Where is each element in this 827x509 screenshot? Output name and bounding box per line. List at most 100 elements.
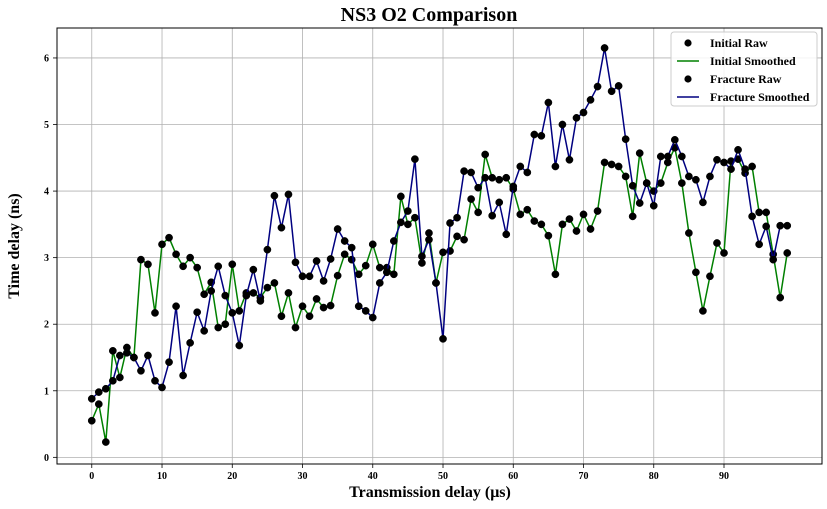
- point-fracture-raw: [502, 230, 511, 239]
- point-initial-raw: [685, 229, 693, 237]
- point-initial-raw: [326, 301, 335, 310]
- point-fracture-raw: [207, 287, 216, 295]
- point-initial-raw: [481, 150, 490, 159]
- point-fracture-raw: [284, 190, 293, 199]
- point-initial-raw: [298, 302, 307, 311]
- point-initial-raw: [94, 400, 103, 408]
- point-fracture-raw: [720, 158, 728, 167]
- point-initial-raw: [516, 210, 525, 219]
- y-axis-label: Time delay (ns): [6, 193, 23, 298]
- point-fracture-raw: [614, 82, 623, 90]
- point-fracture-raw: [123, 348, 131, 357]
- point-fracture-raw: [108, 376, 117, 385]
- y-tick-label: 3: [44, 253, 49, 264]
- series-layer: [87, 44, 792, 446]
- point-fracture-raw: [165, 358, 173, 367]
- point-initial-raw: [277, 312, 286, 321]
- point-fracture-raw: [404, 207, 412, 215]
- point-initial-raw: [305, 312, 314, 321]
- point-fracture-raw: [628, 181, 637, 190]
- point-fracture-raw: [312, 257, 321, 265]
- point-fracture-raw: [389, 237, 398, 245]
- point-initial-raw: [404, 220, 412, 229]
- point-initial-raw: [354, 270, 363, 279]
- x-axis-label: Transmission delay (μs): [349, 484, 511, 501]
- point-initial-raw: [397, 192, 405, 201]
- point-initial-raw: [502, 173, 511, 182]
- point-fracture-raw: [713, 155, 721, 164]
- point-fracture-raw: [446, 219, 454, 227]
- point-initial-raw: [361, 261, 370, 270]
- x-tick-label: 0: [89, 471, 94, 482]
- point-initial-raw: [762, 208, 771, 217]
- point-fracture-raw: [762, 222, 771, 231]
- point-fracture-raw: [565, 155, 574, 164]
- y-tick-label: 1: [44, 386, 49, 397]
- point-initial-raw: [312, 295, 321, 303]
- point-fracture-raw: [319, 277, 328, 285]
- legend-entry-label: Fracture Smoothed: [710, 90, 810, 104]
- point-fracture-raw: [340, 237, 349, 245]
- point-initial-raw: [235, 307, 244, 315]
- point-fracture-raw: [460, 167, 468, 175]
- x-tick-label: 60: [508, 471, 518, 482]
- plot-frame: [56, 27, 823, 465]
- point-fracture-raw: [361, 307, 370, 315]
- point-fracture-raw: [783, 221, 792, 230]
- point-initial-raw: [221, 320, 230, 329]
- point-fracture-raw: [179, 371, 187, 380]
- point-initial-raw: [748, 162, 756, 171]
- point-initial-raw: [108, 346, 117, 355]
- point-initial-raw: [291, 323, 300, 332]
- point-initial-raw: [783, 249, 792, 257]
- y-tick-label: 5: [44, 120, 49, 131]
- point-fracture-raw: [200, 327, 209, 335]
- point-fracture-raw: [242, 291, 251, 300]
- point-fracture-raw: [101, 384, 110, 393]
- point-fracture-raw: [586, 96, 595, 104]
- point-fracture-raw: [692, 175, 700, 184]
- point-fracture-raw: [397, 218, 405, 227]
- point-initial-raw: [544, 231, 553, 240]
- point-initial-raw: [144, 260, 152, 269]
- point-initial-raw: [333, 271, 342, 280]
- point-fracture-raw: [375, 279, 384, 287]
- x-tick-label: 20: [227, 471, 237, 482]
- point-initial-raw: [165, 233, 173, 242]
- point-fracture-raw: [291, 258, 300, 267]
- point-fracture-raw: [432, 279, 440, 287]
- point-fracture-raw: [158, 383, 166, 392]
- point-initial-raw: [214, 323, 223, 332]
- point-fracture-raw: [382, 268, 391, 277]
- point-initial-raw: [558, 220, 567, 229]
- x-tick-label: 30: [298, 471, 308, 482]
- point-initial-raw: [340, 250, 349, 259]
- point-fracture-raw: [235, 341, 244, 350]
- point-fracture-raw: [305, 272, 314, 281]
- point-initial-raw: [495, 175, 504, 184]
- x-tick-label: 80: [649, 471, 659, 482]
- point-fracture-raw: [678, 152, 686, 161]
- y-tick-label: 4: [44, 187, 49, 198]
- point-fracture-raw: [685, 172, 693, 181]
- point-fracture-raw: [347, 243, 356, 252]
- point-initial-raw: [537, 220, 546, 229]
- point-fracture-raw: [579, 108, 588, 117]
- point-fracture-raw: [509, 182, 518, 191]
- legend-swatch-marker: [684, 39, 692, 47]
- point-initial-raw: [614, 162, 623, 171]
- point-fracture-raw: [298, 272, 307, 281]
- point-fracture-raw: [130, 353, 138, 362]
- point-fracture-raw: [699, 198, 707, 207]
- point-fracture-raw: [621, 135, 630, 144]
- point-initial-raw: [375, 263, 384, 272]
- point-fracture-raw: [741, 165, 749, 173]
- point-initial-raw: [699, 307, 707, 315]
- point-fracture-raw: [263, 245, 272, 254]
- point-initial-raw: [474, 208, 482, 217]
- legend-swatch-marker: [684, 75, 692, 83]
- point-fracture-raw: [270, 191, 279, 200]
- point-fracture-raw: [776, 221, 785, 230]
- point-initial-raw: [678, 179, 686, 187]
